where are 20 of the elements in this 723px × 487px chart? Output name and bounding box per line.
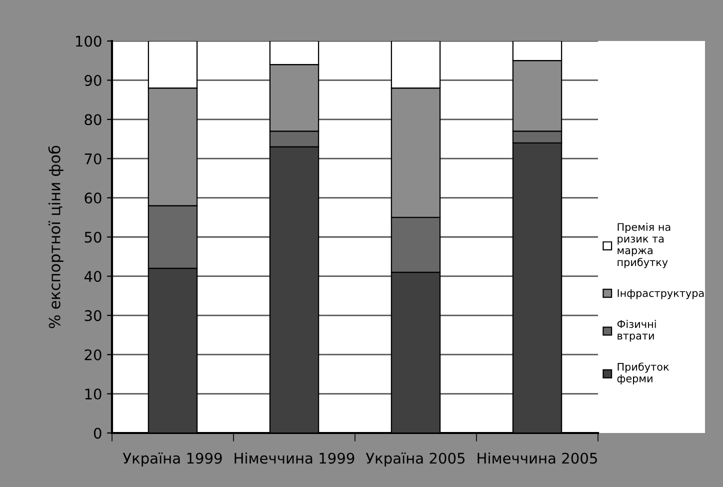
y-tick-label: 70 xyxy=(84,153,102,164)
y-tick-label: 40 xyxy=(84,270,102,282)
x-tick-label: Україна 2005 xyxy=(366,452,465,467)
y-tick-label: 100 xyxy=(76,36,102,47)
y-tick-label: 60 xyxy=(84,192,102,204)
x-tick-label: Німеччина 1999 xyxy=(234,452,354,464)
legend-label: Інфраструктура xyxy=(618,289,704,300)
y-tick-label: 50 xyxy=(84,232,102,243)
y-axis-title: % експортної ціни фоб xyxy=(48,146,64,328)
y-tick-label: 20 xyxy=(84,349,102,360)
y-tick-label: 90 xyxy=(84,74,102,86)
y-tick-label: 30 xyxy=(84,310,102,322)
legend-label: Фізичні втрати xyxy=(617,320,656,342)
x-tick-label: Німеччина 2005 xyxy=(478,452,597,464)
x-tick-label: Україна 1999 xyxy=(122,452,222,467)
y-tick-label: 80 xyxy=(84,114,102,126)
legend-label: Прибуток ферми xyxy=(617,362,669,384)
y-tick-label: 10 xyxy=(85,388,102,400)
legend-label: Премія на ризик та маржа прибутку xyxy=(618,222,670,268)
y-tick-label: 0 xyxy=(94,428,102,439)
